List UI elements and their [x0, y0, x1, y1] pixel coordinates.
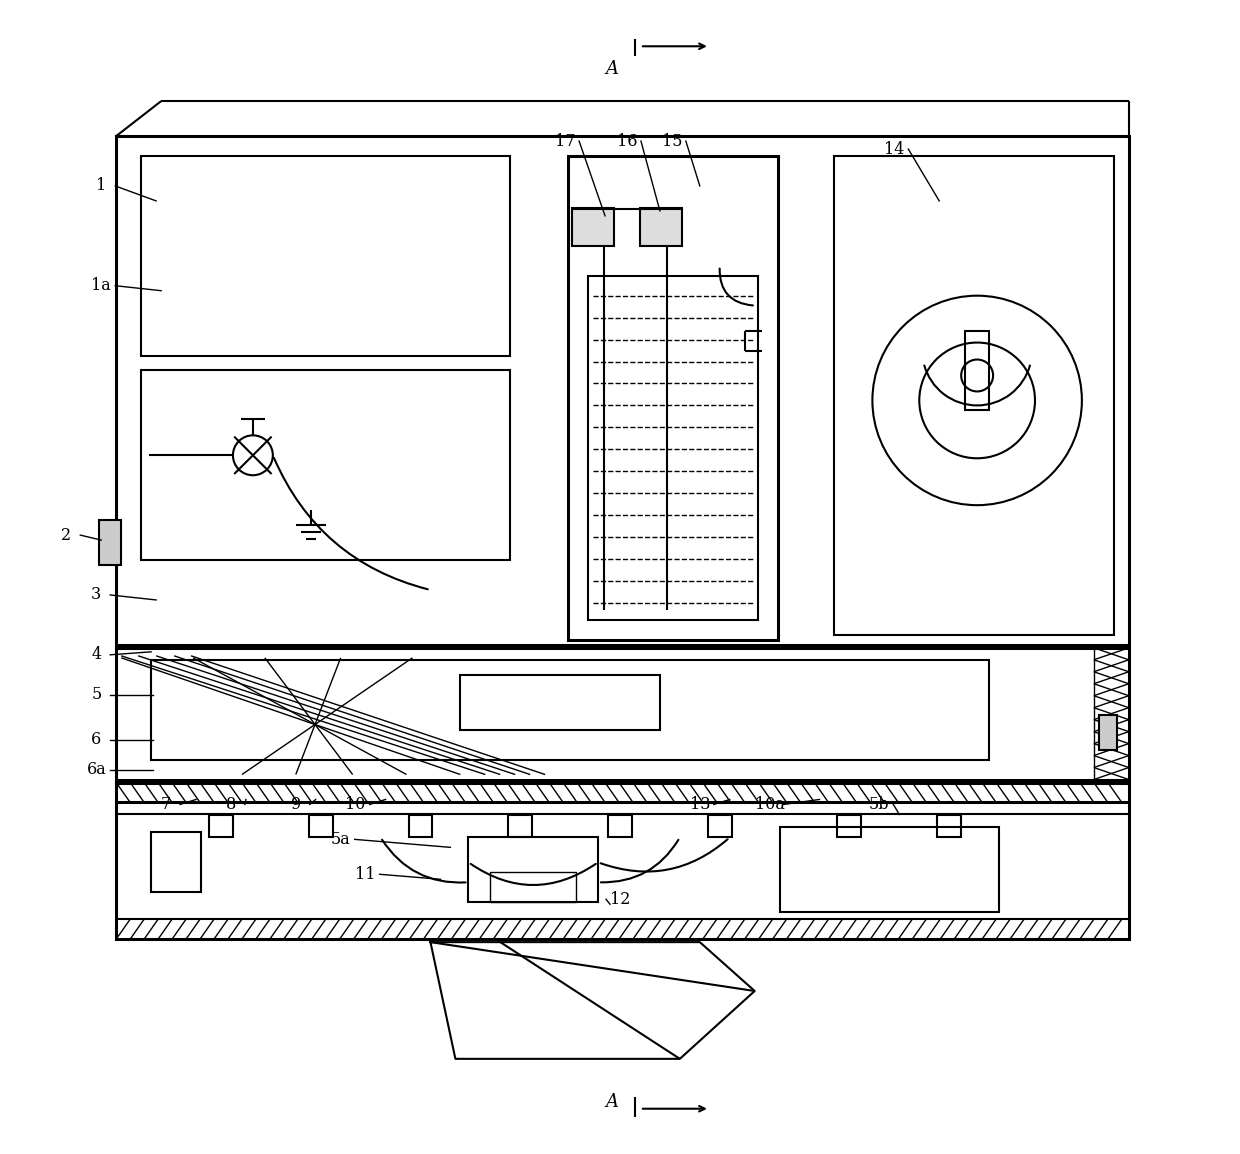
- Text: 5: 5: [91, 687, 102, 703]
- FancyArrowPatch shape: [600, 839, 728, 871]
- Text: 16: 16: [616, 133, 637, 150]
- Text: 7: 7: [161, 796, 171, 812]
- Bar: [408, 816, 433, 838]
- Bar: [117, 647, 1128, 779]
- Text: 10: 10: [346, 796, 366, 812]
- Bar: [937, 816, 961, 838]
- Text: 17: 17: [554, 133, 575, 150]
- Text: 6a: 6a: [87, 760, 107, 778]
- FancyArrowPatch shape: [719, 269, 753, 306]
- Bar: [1099, 714, 1117, 750]
- Bar: [309, 816, 332, 838]
- FancyArrowPatch shape: [601, 840, 678, 883]
- Bar: [460, 675, 660, 729]
- Text: A: A: [605, 60, 619, 78]
- Bar: [965, 330, 990, 411]
- Bar: [490, 872, 577, 902]
- Text: 11: 11: [356, 866, 376, 883]
- Bar: [708, 816, 732, 838]
- Bar: [469, 838, 598, 902]
- Text: 1a: 1a: [92, 277, 112, 294]
- Text: 6: 6: [91, 732, 102, 748]
- FancyArrowPatch shape: [274, 458, 428, 590]
- Bar: [608, 816, 632, 838]
- Bar: [572, 208, 614, 246]
- Text: 13: 13: [689, 796, 711, 812]
- Bar: [508, 816, 532, 838]
- Bar: [835, 156, 1114, 635]
- Bar: [117, 782, 1128, 939]
- Bar: [780, 827, 999, 912]
- Bar: [99, 520, 122, 565]
- Bar: [640, 208, 682, 246]
- Text: 8: 8: [226, 796, 236, 812]
- Text: 5a: 5a: [331, 831, 351, 848]
- Bar: [837, 816, 862, 838]
- Bar: [588, 276, 758, 620]
- Bar: [210, 816, 233, 838]
- FancyArrowPatch shape: [471, 864, 595, 885]
- Bar: [117, 136, 1128, 645]
- Text: 4: 4: [92, 646, 102, 664]
- Text: 10a: 10a: [755, 796, 785, 812]
- Bar: [1094, 647, 1128, 779]
- Text: 14: 14: [884, 141, 904, 158]
- Text: 9: 9: [290, 796, 301, 812]
- Bar: [151, 832, 201, 892]
- Text: 3: 3: [91, 586, 102, 604]
- Text: 2: 2: [61, 526, 72, 544]
- Bar: [141, 156, 511, 355]
- Bar: [151, 660, 990, 759]
- Text: 12: 12: [610, 891, 630, 908]
- Bar: [141, 370, 511, 560]
- Bar: [568, 156, 777, 639]
- Text: A: A: [605, 1093, 619, 1111]
- Text: 15: 15: [662, 133, 682, 150]
- Text: 5b: 5b: [869, 796, 889, 812]
- Text: 1: 1: [97, 178, 107, 194]
- FancyArrowPatch shape: [382, 840, 465, 883]
